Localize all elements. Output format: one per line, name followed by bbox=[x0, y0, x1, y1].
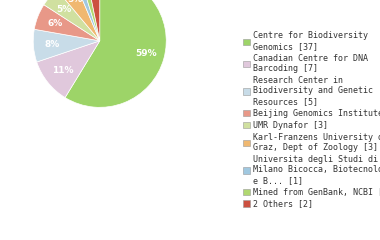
Wedge shape bbox=[34, 5, 100, 41]
Text: 6%: 6% bbox=[48, 19, 63, 28]
Legend: Centre for Biodiversity
Genomics [37], Canadian Centre for DNA
Barcoding [7], Re: Centre for Biodiversity Genomics [37], C… bbox=[243, 31, 380, 209]
Text: 8%: 8% bbox=[44, 40, 60, 49]
Wedge shape bbox=[65, 0, 166, 107]
Wedge shape bbox=[44, 0, 100, 41]
Wedge shape bbox=[87, 0, 100, 41]
Wedge shape bbox=[80, 0, 100, 41]
Text: 59%: 59% bbox=[135, 49, 157, 58]
Wedge shape bbox=[37, 41, 100, 98]
Text: 5%: 5% bbox=[67, 0, 82, 5]
Text: 11%: 11% bbox=[52, 66, 73, 75]
Text: 5%: 5% bbox=[56, 5, 71, 14]
Wedge shape bbox=[33, 29, 100, 62]
Wedge shape bbox=[57, 0, 100, 41]
Wedge shape bbox=[74, 0, 100, 41]
